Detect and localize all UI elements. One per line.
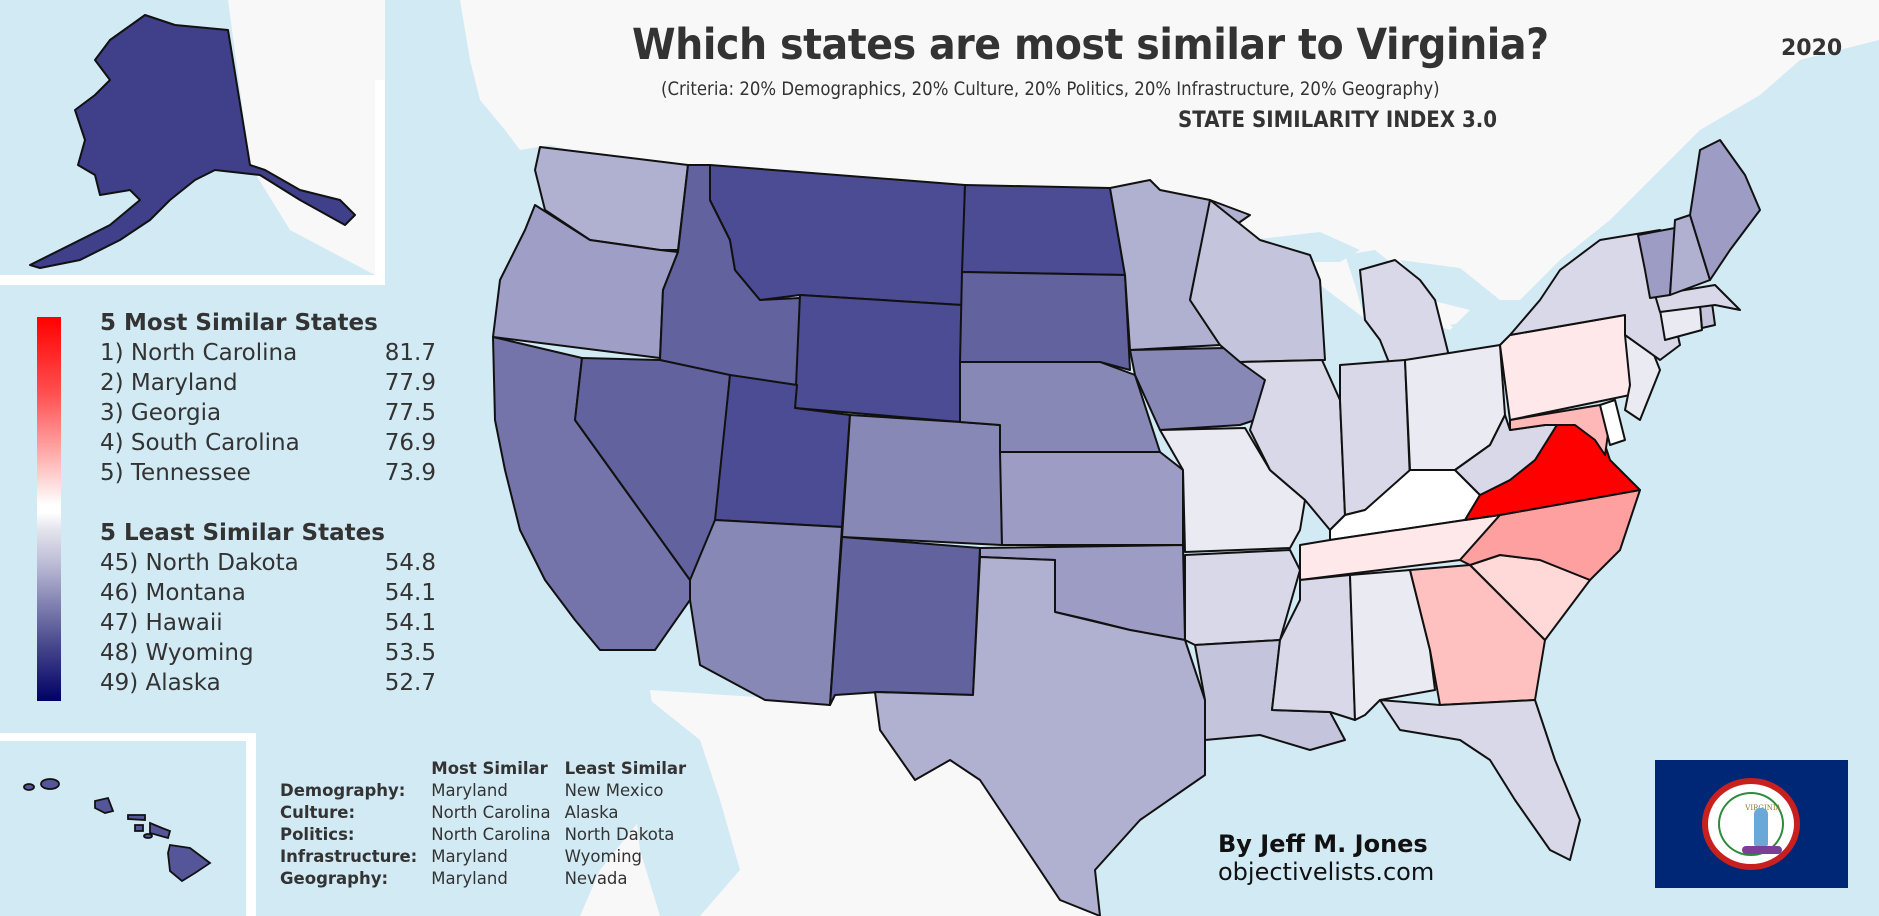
list-item: 45) North Dakota 54.8 [100, 550, 436, 576]
hawaii-inset [0, 733, 256, 916]
list-item: 1) North Carolina 81.7 [100, 340, 436, 366]
state-FL [1379, 699, 1581, 861]
state-DE [1599, 399, 1626, 446]
most-similar-list: 5 Most Similar States 1) North Carolina 8… [100, 310, 436, 488]
criteria-table: Most Similar Least Similar Demography: M… [280, 758, 700, 890]
state-SD [959, 271, 1131, 371]
state-CO [841, 414, 1003, 546]
list-item: 3) Georgia 77.5 [100, 400, 436, 426]
col-least-similar: Least Similar [564, 759, 687, 778]
table-row: Geography: Maryland Nevada [280, 869, 628, 888]
page-title: Which states are most similar to Virgini… [632, 20, 1549, 70]
canada-land [460, 0, 1879, 330]
most-similar-title: 5 Most Similar States [100, 310, 378, 336]
byline: By Jeff M. Jones objectivelists.com [1218, 830, 1434, 886]
state-AR [1184, 549, 1301, 646]
least-similar-list: 5 Least Similar States 45) North Dakota 5… [100, 520, 436, 698]
state-TX [874, 556, 1206, 916]
state-IL [1239, 359, 1346, 531]
table-row: Culture: North Carolina Alaska [280, 803, 619, 822]
table-row: Demography: Maryland New Mexico [280, 781, 664, 800]
state-ND [961, 184, 1126, 276]
virginia-flag-icon: VIRGINIA [1655, 760, 1848, 888]
state-MT [709, 164, 966, 306]
state-WY [794, 294, 963, 423]
state-seal-icon: VIRGINIA [1702, 778, 1800, 870]
list-item: 46) Montana 54.1 [100, 580, 436, 606]
list-item: 48) Wyoming 53.5 [100, 640, 436, 666]
state-KS [999, 451, 1184, 546]
criteria-subtitle: (Criteria: 20% Demographics, 20% Culture… [661, 78, 1440, 100]
list-item: 4) South Carolina 76.9 [100, 430, 436, 456]
list-item: 49) Alaska 52.7 [100, 670, 436, 696]
table-row: Politics: North Carolina North Dakota [280, 825, 675, 844]
list-item: 47) Hawaii 54.1 [100, 610, 436, 636]
state-AK [29, 14, 356, 269]
state-NM [829, 536, 981, 706]
list-item: 5) Tennessee 73.9 [100, 460, 436, 486]
website-label: objectivelists.com [1218, 858, 1435, 886]
state-MO [1159, 427, 1306, 553]
table-row: Infrastructure: Maryland Wyoming [280, 847, 643, 866]
index-name: STATE SIMILARITY INDEX 3.0 [1178, 108, 1498, 133]
col-most-similar: Most Similar [431, 759, 548, 778]
state-VT [1637, 227, 1676, 299]
year-label: 2020 [1781, 36, 1843, 61]
author-name: By Jeff M. Jones [1218, 830, 1428, 858]
least-similar-title: 5 Least Similar States [100, 520, 385, 546]
state-ME [1689, 139, 1761, 281]
alaska-inset [0, 0, 385, 285]
list-item: 2) Maryland 77.9 [100, 370, 436, 396]
color-scale-bar [37, 317, 61, 701]
